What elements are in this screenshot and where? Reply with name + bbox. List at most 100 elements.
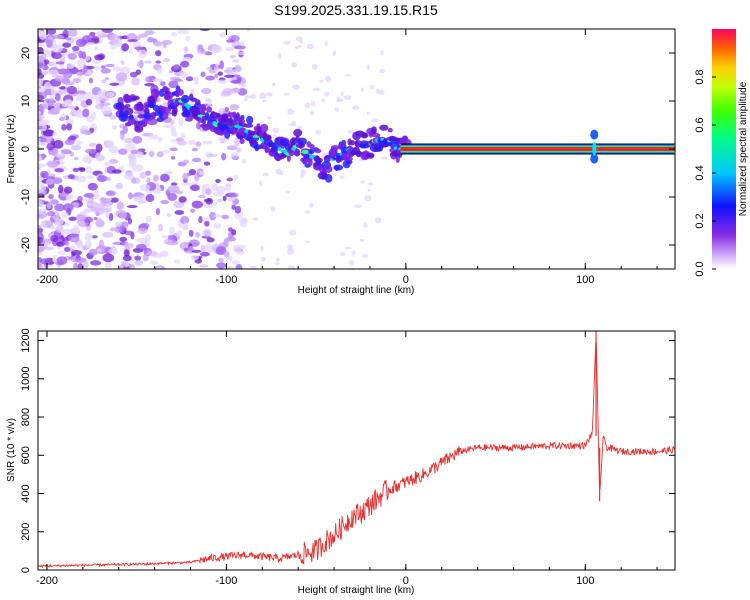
spectrogram-noise-cell [72,224,80,234]
spectrogram-noise-cell [68,216,77,221]
spectrogram-noise-cell [209,64,217,68]
spectrogram-noise-cell [105,91,115,98]
colorbar-ticks: 0.0 0.2 0.4 0.6 0.8 [694,69,716,277]
spectrogram-noise-cell [258,92,267,100]
spectrogram-ridge-cell [321,171,328,179]
spectrogram-noise-cell [278,52,282,59]
spectrogram-noise-cell [127,39,138,43]
spectrogram-noise-cell [123,137,135,144]
spectrogram-noise-cell [109,227,120,232]
spectrogram-noise-cell [73,156,79,161]
spectrogram-ytick-label: -10 [20,189,32,205]
spectrogram-ridge-cell [119,109,124,117]
snr-ytick-label: 600 [20,446,32,464]
spectrogram-noise-cell [312,87,320,92]
spectrogram-noise-cell [100,65,106,69]
spectrogram-noise-cell [154,50,162,57]
spectrogram-noise-cell [38,224,42,229]
spectrogram-ridge-cell [270,148,276,154]
spectrogram-noise-cell [81,129,91,135]
spectrogram-noise-cell [348,259,355,266]
spectrogram-noise-cell [187,139,196,145]
spectrogram-noise-cell [40,170,49,178]
spectrogram-noise-cell [185,35,191,42]
spectrogram-noise-cell [150,260,158,266]
spectrogram-noise-cell [87,202,96,207]
spectrogram-noise-cell [39,258,51,265]
spectrogram-noise-cell [169,226,175,235]
spectrogram-noise-cell [137,200,144,205]
spectrogram-noise-cell [311,63,318,70]
spectrogram-noise-cell [226,145,238,151]
spectrogram-noise-cell [179,71,189,79]
spectrogram-noise-cell [75,175,87,183]
spectrogram-noise-cell [104,76,110,81]
spectrogram-noise-cell [134,260,144,266]
spectrogram-noise-cell [112,66,121,72]
spectrogram-noise-cell [215,246,227,256]
snr-xlabel: Height of straight line (km) [298,585,415,596]
carrier-band-core [400,147,675,151]
spectrogram-noise-cell [359,238,365,242]
spectrogram-noise-cell [138,49,147,58]
spectrogram-noise-cell [84,208,91,213]
spectrogram-noise-cell [123,172,135,180]
spectrogram-noise-cell [183,46,189,53]
spectrogram-noise-cell [66,64,75,69]
spectrogram-xtick-label: 0 [403,274,409,286]
spectrogram-noise-cell [120,60,125,65]
spectrogram-noise-cell [128,157,137,166]
spectrogram-noise-cell [77,59,86,67]
spectrogram-ridge-cell [235,112,241,121]
spectrogram-noise-cell [55,61,65,65]
spectrogram-noise-cell [46,202,52,210]
spectrogram-noise-cell [105,63,115,68]
spectrogram-noise-cell [217,198,223,202]
spectrogram-noise-cell [38,200,44,207]
spectrogram-noise-cell [230,79,242,84]
spectrogram-noise-cell [121,43,130,52]
spectrogram-noise-cell [94,46,99,51]
spectrogram-noise-cell [94,54,104,61]
spectrogram-noise-cell [82,155,93,163]
spectrogram-noise-cell [181,181,190,186]
spectrogram-noise-cell [161,234,168,239]
spectrogram-ridge-cell [184,117,193,122]
spectrogram-noise-cell [196,122,201,130]
spectrogram-noise-cell [38,152,41,162]
spectrogram-noise-cell [156,151,164,158]
spectrogram-noise-cell [240,41,245,47]
spectrogram-noise-cell [114,220,123,227]
spectrogram-noise-cell [157,136,163,143]
spectrogram-noise-cell [191,157,202,163]
spectrogram-noise-cell [336,96,341,102]
spectrogram-noise-cell [64,139,75,146]
spectrogram-noise-cell [116,201,124,210]
spectrogram-noise-cell [38,261,42,268]
spectrogram-noise-cell [180,132,186,140]
spectrogram-ridge-cell [232,111,237,118]
spectrogram-noise-cell [232,260,240,265]
spectrogram-noise-cell [38,55,45,63]
spectrogram-noise-cell [99,239,104,249]
spectrogram-noise-cell [109,82,120,86]
spectrogram-noise-cell [339,252,346,256]
spectrogram-ridge-cell [308,149,315,154]
disturbance-blob [590,129,599,140]
spectrogram-noise-cell [166,212,172,218]
spectrogram-noise-cell [367,188,371,192]
spectrogram-noise-cell [168,70,173,74]
spectrogram-noise-cell [146,250,158,257]
spectrogram-noise-cell [85,165,93,175]
spectrogram-ridge-cell [309,143,315,150]
spectrogram-noise-cell [223,74,235,78]
spectrogram-noise-cell [72,50,79,54]
spectrogram-ridge-cell [240,115,245,120]
spectrogram-noise-cell [379,68,386,74]
spectrogram-noise-cell [60,212,69,218]
spectrogram-noise-cell [75,93,85,102]
spectrogram-noise-cell [110,197,119,203]
spectrogram-noise-cell [38,184,47,191]
